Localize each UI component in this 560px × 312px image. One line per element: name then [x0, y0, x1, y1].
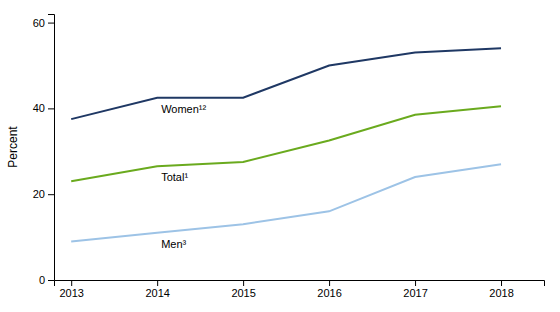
x-tick-label: 2013: [59, 287, 83, 299]
y-tick-mark: [48, 280, 54, 281]
x-tick: 2017: [403, 280, 427, 299]
x-tick-mark: [415, 280, 416, 286]
series-label: Women¹²: [161, 103, 206, 115]
x-tick-label: 2015: [231, 287, 255, 299]
y-tick: 20: [33, 188, 54, 200]
x-tick: 2013: [59, 280, 83, 299]
y-tick-mark: [48, 23, 54, 24]
y-tick-label: 20: [33, 188, 45, 200]
x-tick-mark: [243, 280, 244, 286]
y-tick-mark: [48, 108, 54, 109]
series-label: Total¹: [161, 171, 188, 183]
plot-area: [71, 48, 501, 241]
y-axis-title: Percent: [6, 126, 20, 168]
series-line: [71, 106, 501, 181]
x-tick-label: 2017: [403, 287, 427, 299]
chart: 2013 2014 2015 2016 2017 2018 0 20 40 60 Percent Wo…: [0, 0, 560, 312]
x-tick-label: 2018: [489, 287, 513, 299]
x-tick: 2018: [489, 280, 513, 299]
y-tick-label: 0: [39, 274, 45, 286]
y-tick: 0: [39, 274, 54, 286]
y-tick: 40: [33, 102, 54, 114]
series-line: [71, 48, 501, 119]
y-axis: 0 20 40 60: [33, 15, 55, 287]
y-tick-label: 60: [33, 17, 45, 29]
series-line: [71, 164, 501, 241]
x-tick-mark: [71, 280, 72, 286]
x-tick: 2014: [145, 280, 169, 299]
y-tick-label: 40: [33, 102, 45, 114]
x-axis: 2013 2014 2015 2016 2017 2018: [55, 280, 545, 299]
x-tick-label: 2014: [145, 287, 169, 299]
x-tick: 2016: [317, 280, 341, 299]
series-label: Men³: [161, 238, 186, 250]
x-tick: 2015: [231, 280, 255, 299]
y-tick-mark: [48, 194, 54, 195]
x-tick-mark: [501, 280, 502, 286]
x-tick-label: 2016: [317, 287, 341, 299]
x-axis-line: [55, 281, 545, 287]
y-axis-line: [48, 15, 55, 281]
y-tick: 60: [33, 17, 54, 29]
x-tick-mark: [157, 280, 158, 286]
x-tick-mark: [329, 280, 330, 286]
